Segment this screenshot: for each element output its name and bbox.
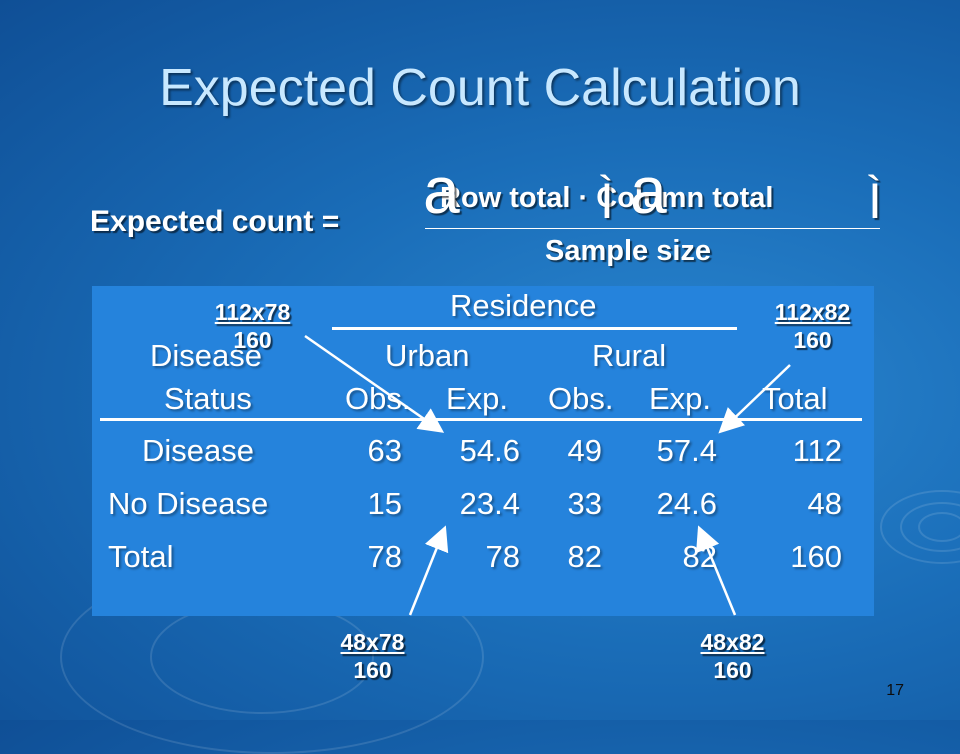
arrow-48x82 [696, 525, 737, 616]
annotation-denominator: 160 [793, 327, 832, 353]
row-header-line2: Status [164, 381, 252, 416]
annotation-numerator: 48x82 [700, 629, 765, 655]
cell-urban-obs: 63 [367, 433, 402, 468]
formula-numerator: Row total · Column total [440, 182, 774, 214]
rural-header: Rural [592, 338, 667, 373]
formula-label: Expected count = [90, 205, 340, 238]
annotation-112x82: 112x82 160 [755, 298, 870, 354]
formula-denominator: Sample size [545, 235, 712, 267]
summation-glyph: a [630, 153, 667, 227]
cell-urban-exp: 78 [485, 539, 520, 574]
residence-rule [332, 327, 737, 330]
cell-urban-exp: 23.4 [459, 486, 520, 521]
arrow-48x78 [408, 525, 449, 616]
fraction-bar [425, 228, 880, 229]
cell-urban-exp: 54.6 [459, 433, 520, 468]
cell-urban-obs: 78 [367, 539, 402, 574]
annotation-112x78: 112x78 160 [195, 298, 310, 354]
urban-exp-header: Exp. [446, 381, 509, 416]
rural-exp-header: Exp. [649, 381, 712, 416]
annotation-48x82: 48x82 160 [675, 628, 790, 684]
row-label: No Disease [108, 486, 269, 521]
total-header: Total [762, 381, 828, 416]
cell-rural-obs: 82 [567, 539, 602, 574]
cell-rural-obs: 49 [567, 433, 602, 468]
row-label: Disease [142, 433, 254, 468]
annotation-arrows [304, 334, 791, 616]
row-header-line1: Disease [150, 338, 262, 373]
contingency-table: Residence Disease Urban Rural Status Obs… [92, 286, 874, 616]
arrow-112x82 [718, 364, 791, 434]
cell-rural-exp: 24.6 [656, 486, 717, 521]
annotation-48x78: 48x78 160 [315, 628, 430, 684]
water-ripple-decoration [918, 512, 960, 542]
cell-rural-exp: 57.4 [656, 433, 717, 468]
bracket-glyph: Ì [868, 173, 882, 229]
annotation-numerator: 48x78 [340, 629, 405, 655]
annotation-denominator: 160 [233, 327, 272, 353]
cell-total: 112 [792, 433, 842, 468]
summation-glyph: a [423, 153, 460, 227]
cell-rural-obs: 33 [567, 486, 602, 521]
cell-urban-obs: 15 [367, 486, 402, 521]
annotation-denominator: 160 [713, 657, 752, 683]
header-rule [100, 418, 862, 421]
water-ripple-decoration [900, 502, 960, 552]
cell-total: 160 [790, 539, 842, 574]
residence-header: Residence [450, 288, 597, 323]
row-label: Total [108, 539, 174, 574]
bracket-glyph: Ì [600, 173, 614, 229]
arrow-112x78 [304, 334, 445, 433]
annotation-numerator: 112x82 [774, 299, 851, 325]
page-number: 17 [886, 682, 904, 699]
cell-total: 48 [807, 486, 842, 521]
urban-header: Urban [385, 338, 470, 373]
annotation-denominator: 160 [353, 657, 392, 683]
rural-obs-header: Obs. [548, 381, 614, 416]
slide-title: Expected Count Calculation [159, 59, 801, 117]
annotation-numerator: 112x78 [214, 299, 291, 325]
